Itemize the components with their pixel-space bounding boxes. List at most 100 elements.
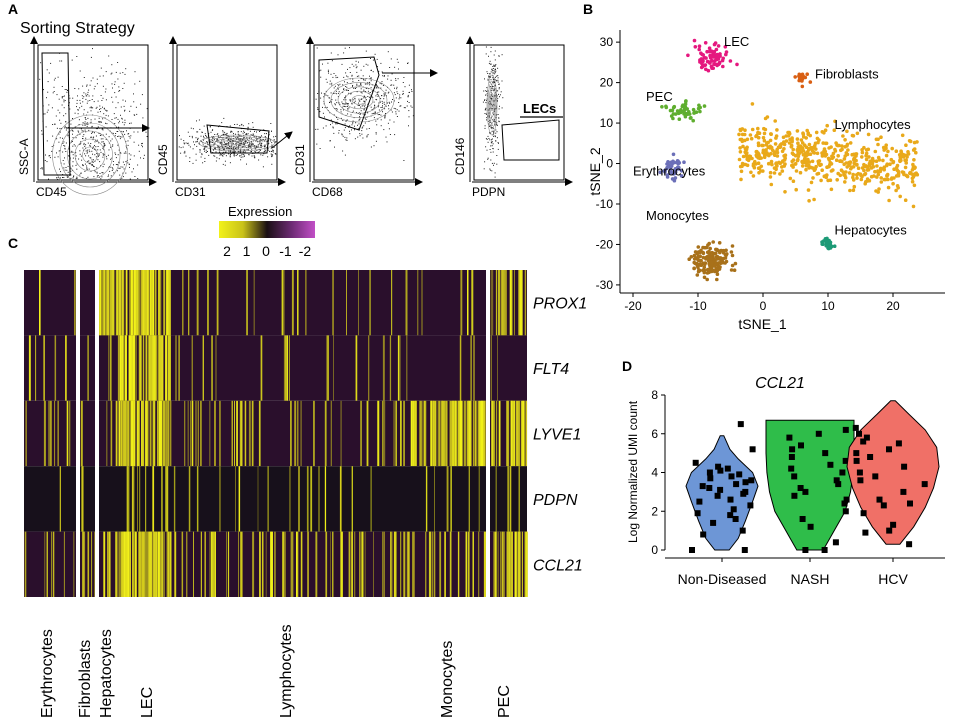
tsne-point <box>894 188 898 193</box>
violin-point <box>748 477 755 484</box>
tsne-point <box>795 137 800 141</box>
tsne-label-pec: PEC <box>646 89 673 104</box>
panel-label-a: A <box>8 1 18 17</box>
tsne-point <box>863 164 868 169</box>
violin-point <box>907 500 913 507</box>
tsne-point <box>843 180 847 184</box>
tsne-point <box>877 158 882 162</box>
tsne-label-lec: LEC <box>724 34 749 49</box>
tsne-point <box>882 177 887 182</box>
tsne-point <box>829 145 833 149</box>
tsne-point <box>701 255 706 260</box>
violin-point <box>890 521 897 528</box>
tsne-point <box>689 254 694 259</box>
tsne-point <box>797 74 801 78</box>
tsne-point <box>750 127 755 132</box>
violin-point <box>921 481 928 488</box>
panel-a: A Sorting Strategy SSC-ACD45CD45CD31CD31… <box>8 1 573 199</box>
tsne-point <box>802 143 807 147</box>
tsne-point <box>859 177 864 182</box>
violin-point <box>832 539 839 546</box>
heatmap-separator <box>486 270 490 597</box>
tsne-point <box>721 64 725 69</box>
violin-point <box>842 426 849 433</box>
tsne-point <box>717 256 721 260</box>
tsne-point <box>713 59 717 63</box>
tsne-point <box>850 152 854 157</box>
tsne-point <box>873 169 877 174</box>
tsne-point <box>692 253 697 258</box>
violin-y-tick-label: 6 <box>651 427 658 441</box>
tsne-point <box>700 61 704 66</box>
tsne-cluster-lymphocytes <box>737 102 920 209</box>
tsne-point <box>692 266 696 271</box>
tsne-point <box>891 181 895 186</box>
tsne-point <box>903 198 908 202</box>
tsne-point <box>822 174 827 178</box>
violin-point <box>863 434 870 441</box>
tsne-point <box>702 265 707 270</box>
violin-point <box>737 421 744 428</box>
tsne-point <box>743 138 747 143</box>
tsne-point <box>830 156 834 160</box>
tsne-point <box>832 128 837 132</box>
tsne-point <box>676 159 680 164</box>
tsne-point <box>862 172 867 177</box>
tsne-point <box>710 59 714 63</box>
tsne-point <box>807 199 811 203</box>
tsne-point <box>741 144 745 149</box>
violin-category-label: Non-Diseased <box>678 571 767 587</box>
tsne-point <box>795 129 800 133</box>
tsne-point <box>874 137 879 142</box>
violin-point <box>742 479 749 486</box>
tsne-point <box>687 112 692 116</box>
tsne-point <box>817 138 821 142</box>
tsne-point <box>715 277 719 282</box>
tsne-point <box>721 56 725 61</box>
violin-point <box>706 469 713 476</box>
violin-point <box>901 463 908 470</box>
tsne-point <box>773 119 777 123</box>
tsne-point <box>834 141 838 145</box>
tsne-point <box>910 179 915 184</box>
violin-point <box>853 450 860 457</box>
violin-point <box>852 424 859 431</box>
tsne-point <box>717 261 722 265</box>
tsne-point <box>906 150 910 154</box>
tsne-point <box>856 166 861 170</box>
tsne-label-erythrocytes: Erythrocytes <box>633 164 706 179</box>
tsne-point <box>698 250 702 255</box>
tsne-point <box>687 257 691 262</box>
tsne-point <box>775 164 779 168</box>
violin-point <box>802 547 809 553</box>
tsne-point <box>796 157 800 162</box>
tsne-point <box>750 102 755 106</box>
tsne-point <box>698 258 702 263</box>
tsne-point <box>915 140 919 144</box>
violin-point <box>797 485 804 491</box>
tsne-point <box>741 154 746 159</box>
tsne-point <box>809 180 814 185</box>
tsne-y-tick-label: -20 <box>596 237 614 251</box>
tsne-point <box>798 170 803 175</box>
tsne-point <box>824 243 828 248</box>
tsne-point <box>803 153 807 158</box>
tsne-point <box>772 150 777 155</box>
tsne-point <box>879 180 884 184</box>
tsne-point <box>763 127 768 132</box>
tsne-point <box>806 152 810 157</box>
tsne-point <box>831 168 835 172</box>
gate-polygon <box>501 119 560 161</box>
violin-body <box>846 400 940 545</box>
tsne-point <box>745 154 749 159</box>
violin-point <box>857 477 864 484</box>
tsne-point <box>825 123 829 128</box>
violin-point <box>727 496 734 503</box>
tsne-point <box>684 99 688 103</box>
tsne-point <box>658 170 662 175</box>
violin-point <box>733 481 740 488</box>
tsne-point <box>776 145 781 150</box>
tsne-point <box>886 185 891 190</box>
tsne-point <box>884 153 889 158</box>
tsne-point <box>768 170 773 175</box>
